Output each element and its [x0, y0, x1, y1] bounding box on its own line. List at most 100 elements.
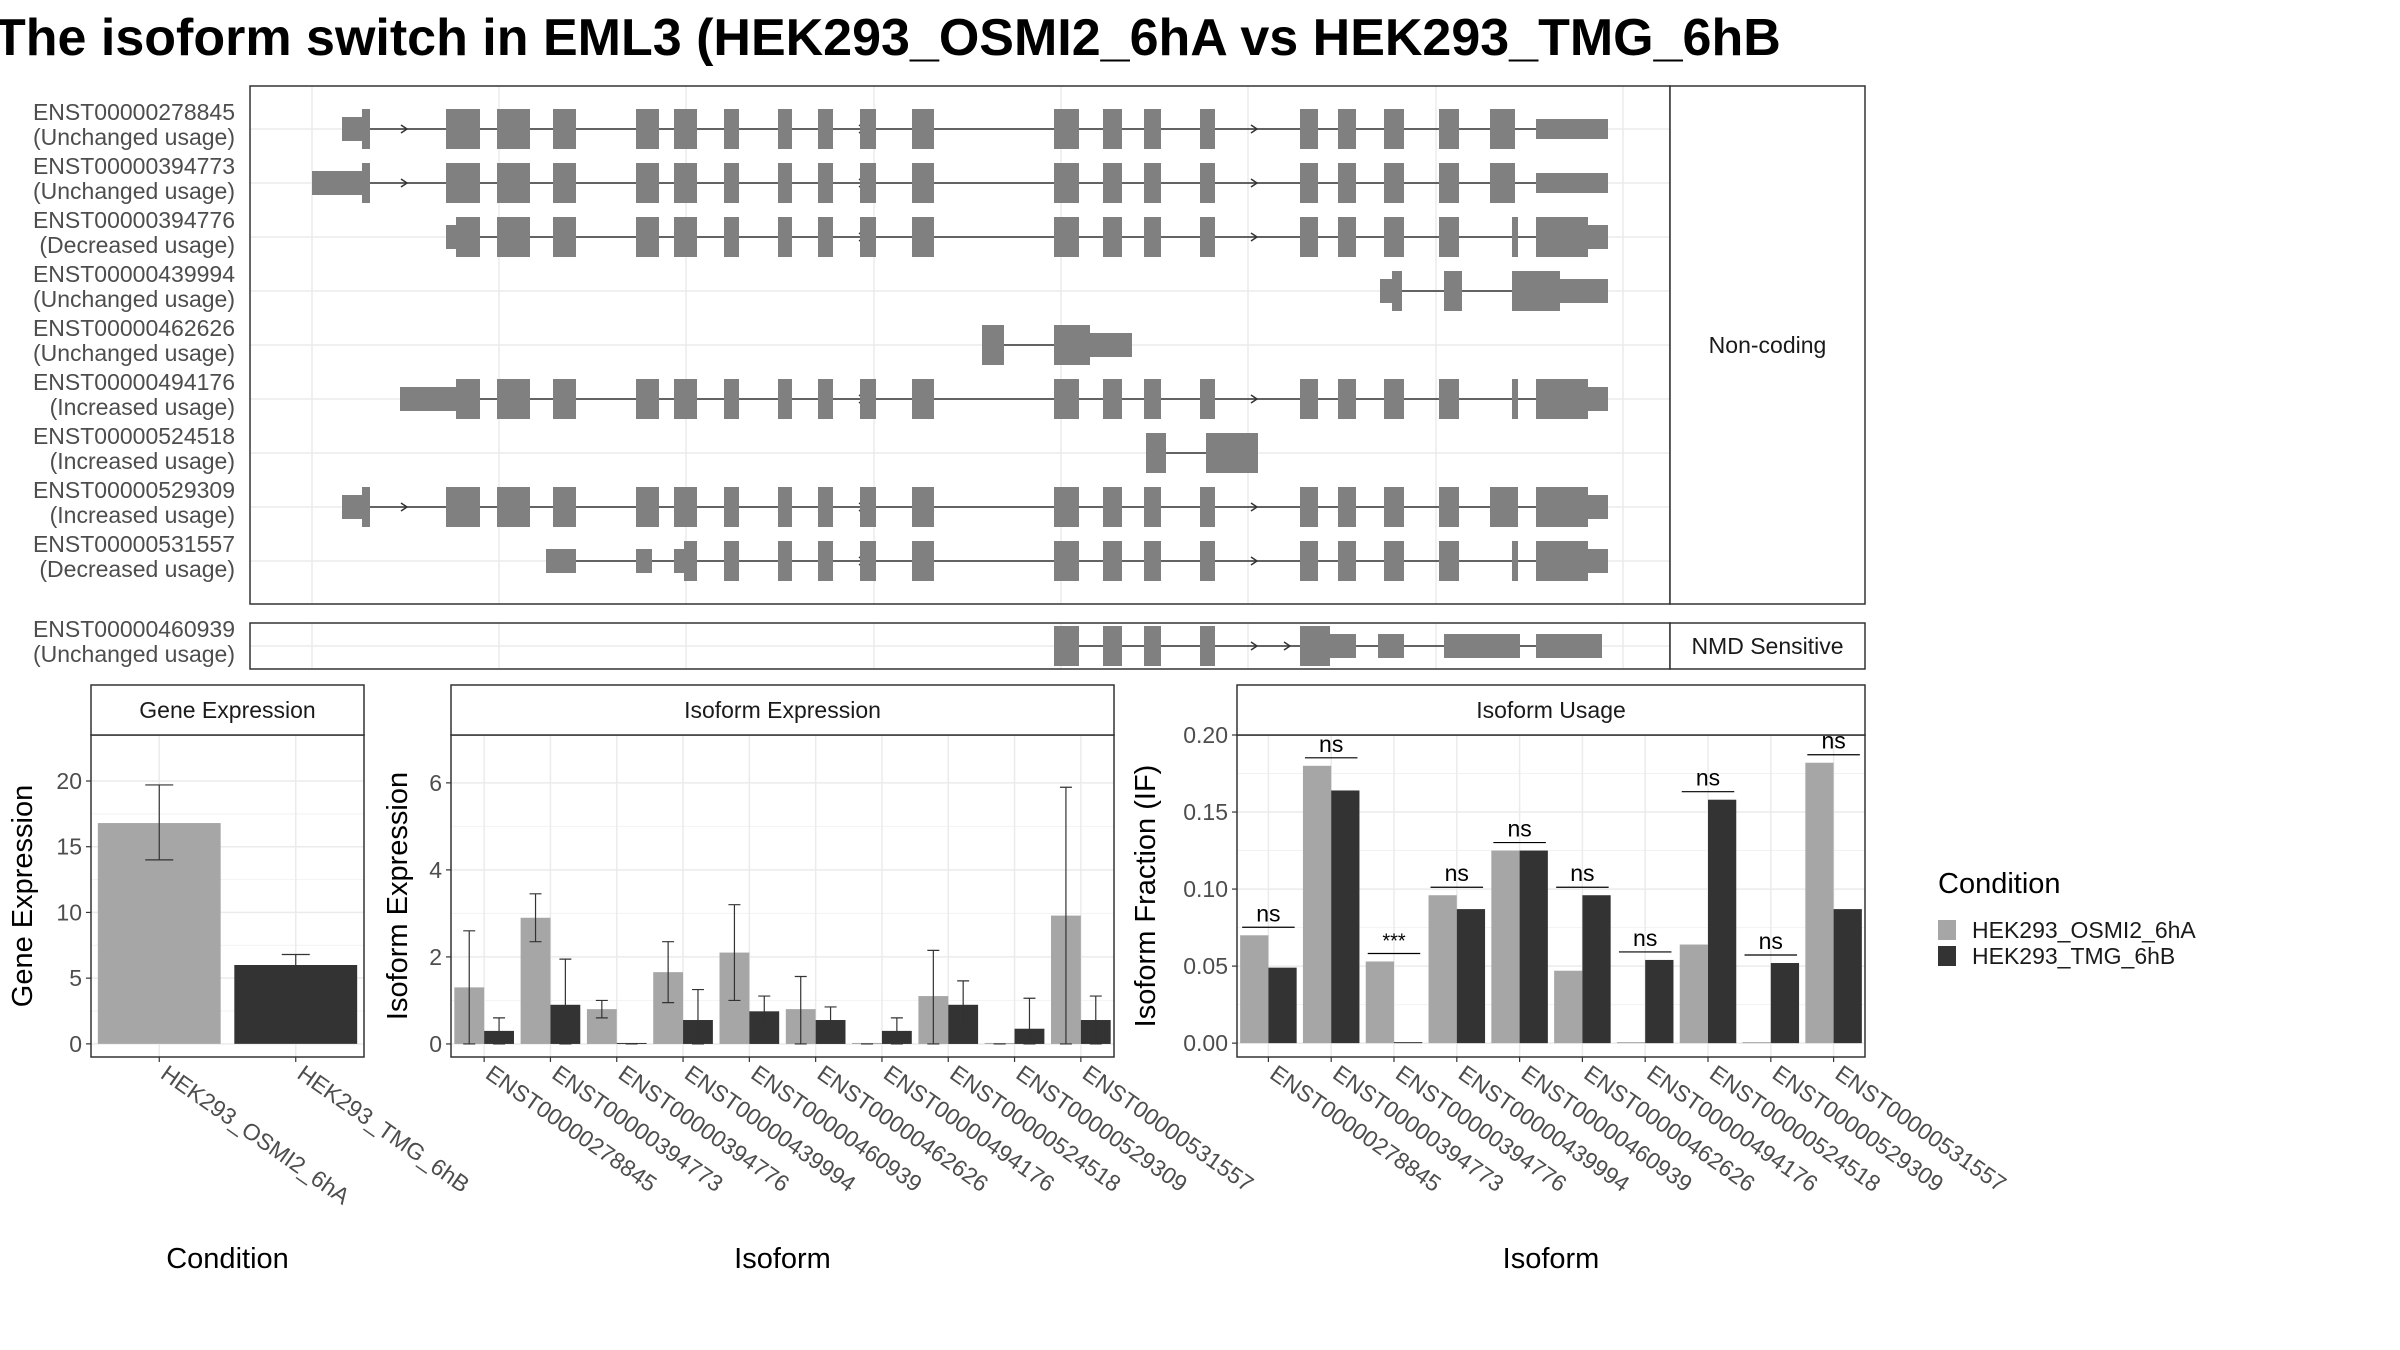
exon-block: [1088, 333, 1132, 357]
transcript-model: ENST00000531557(Decreased usage): [33, 531, 1608, 582]
panel-strip: [450, 684, 1115, 736]
exon-block: [684, 541, 697, 581]
exon-block: [674, 217, 697, 257]
y-tick-label: 2: [429, 944, 442, 970]
transcript-model: ENST00000394776(Decreased usage): [33, 207, 1608, 258]
transcript-usage-label: (Decreased usage): [39, 556, 235, 582]
exon-block: [778, 379, 792, 419]
exon-block: [1054, 379, 1079, 419]
exon-block: [1384, 379, 1404, 419]
exon-block: [1536, 379, 1588, 419]
exon-block: [1338, 541, 1356, 581]
exon-block: [636, 109, 659, 149]
exon-block: [400, 387, 460, 411]
exon-block: [860, 487, 876, 527]
exon-block: [1103, 487, 1122, 527]
exon-block: [1338, 487, 1356, 527]
exon-block: [1384, 217, 1404, 257]
significance-label: ns: [1633, 925, 1657, 951]
strand-arrow: [1250, 502, 1259, 512]
exon-block: [912, 109, 934, 149]
isoform-expression-panel: Isoform Expression 0 2 4 6 Isoform Expression…: [382, 684, 1258, 1275]
exon-block: [860, 163, 876, 203]
y-tick-label: 0.15: [1183, 799, 1228, 825]
transcript-id-label: ENST00000460939: [33, 616, 235, 642]
exon-block: [1144, 163, 1161, 203]
exon-block: [636, 487, 659, 527]
exon-block: [1439, 487, 1459, 527]
facet-strip-label: Non-coding: [1709, 332, 1827, 358]
error-bar: [691, 988, 704, 1045]
facet-strip: [1669, 622, 1866, 670]
transcript-usage-label: (Unchanged usage): [33, 641, 235, 667]
exon-block: [1200, 379, 1215, 419]
exon-block: [1585, 495, 1608, 519]
transcript-usage-label: (Unchanged usage): [33, 340, 235, 366]
transcript-usage-label: (Increased usage): [50, 502, 235, 528]
strand-arrow: [1250, 556, 1259, 566]
exon-block: [778, 163, 792, 203]
exon-block: [912, 487, 934, 527]
exon-block: [636, 163, 659, 203]
exon-block: [674, 487, 697, 527]
error-bar: [1089, 995, 1102, 1045]
exon-block: [1384, 541, 1404, 581]
data-bar: [234, 965, 358, 1044]
exon-block: [674, 163, 697, 203]
exon-block: [1512, 217, 1518, 257]
exon-block: [1300, 487, 1318, 527]
exon-block: [1536, 487, 1588, 527]
exon-block: [636, 549, 652, 573]
transcript-id-label: ENST00000524518: [33, 423, 235, 449]
exon-block: [1536, 173, 1608, 193]
error-bar: [927, 949, 940, 1045]
strand-arrow: [1250, 394, 1259, 404]
exon-block: [1300, 109, 1318, 149]
y-axis-title: Isoform Expression: [382, 772, 414, 1020]
exon-block: [1054, 163, 1079, 203]
panel-strip: [90, 684, 365, 736]
exon-block: [1144, 487, 1161, 527]
data-bar: [1519, 850, 1548, 1044]
exon-block: [860, 379, 876, 419]
transcript-id-label: ENST00000462626: [33, 315, 235, 341]
data-bar: [1302, 765, 1332, 1044]
exon-block: [778, 487, 792, 527]
exon-block: [1536, 541, 1588, 581]
exon-block: [1490, 487, 1515, 527]
strand-arrow: [1250, 232, 1259, 242]
transcript-id-label: ENST00000394773: [33, 153, 235, 179]
error-bar: [145, 784, 174, 861]
error-bar: [595, 999, 608, 1019]
exon-block: [1490, 163, 1515, 203]
exon-block: [912, 541, 934, 581]
exon-block: [674, 379, 697, 419]
exon-block: [818, 541, 833, 581]
exon-block: [1585, 225, 1608, 249]
error-bar: [559, 958, 572, 1045]
transcript-model: ENST00000462626(Unchanged usage): [33, 315, 1132, 366]
transcript-usage-label: (Unchanged usage): [33, 286, 235, 312]
exon-block: [1512, 271, 1560, 311]
exon-block: [674, 109, 697, 149]
transcript-model: ENST00000394773(Unchanged usage): [33, 153, 1608, 204]
exon-block: [1490, 109, 1515, 149]
data-bar: [1742, 1042, 1771, 1044]
y-tick-label: 5: [69, 965, 82, 991]
data-bar: [1331, 790, 1360, 1044]
exon-block: [1054, 626, 1079, 666]
exon-block: [1054, 541, 1079, 581]
exon-block: [1103, 109, 1122, 149]
transcript-model: ENST00000494176(Increased usage): [33, 369, 1608, 420]
exon-block: [1144, 379, 1161, 419]
y-axis-title: Gene Expression: [7, 785, 39, 1007]
exon-block: [1206, 433, 1258, 473]
data-bar: [1770, 963, 1800, 1044]
error-bar: [463, 930, 476, 1045]
transcript-model: ENST00000278845(Unchanged usage): [33, 99, 1608, 150]
data-bar: [1554, 970, 1583, 1044]
data-bar: [1491, 850, 1520, 1044]
exon-block: [1378, 634, 1404, 658]
exon-block: [1200, 626, 1215, 666]
exon-block: [1536, 119, 1608, 139]
